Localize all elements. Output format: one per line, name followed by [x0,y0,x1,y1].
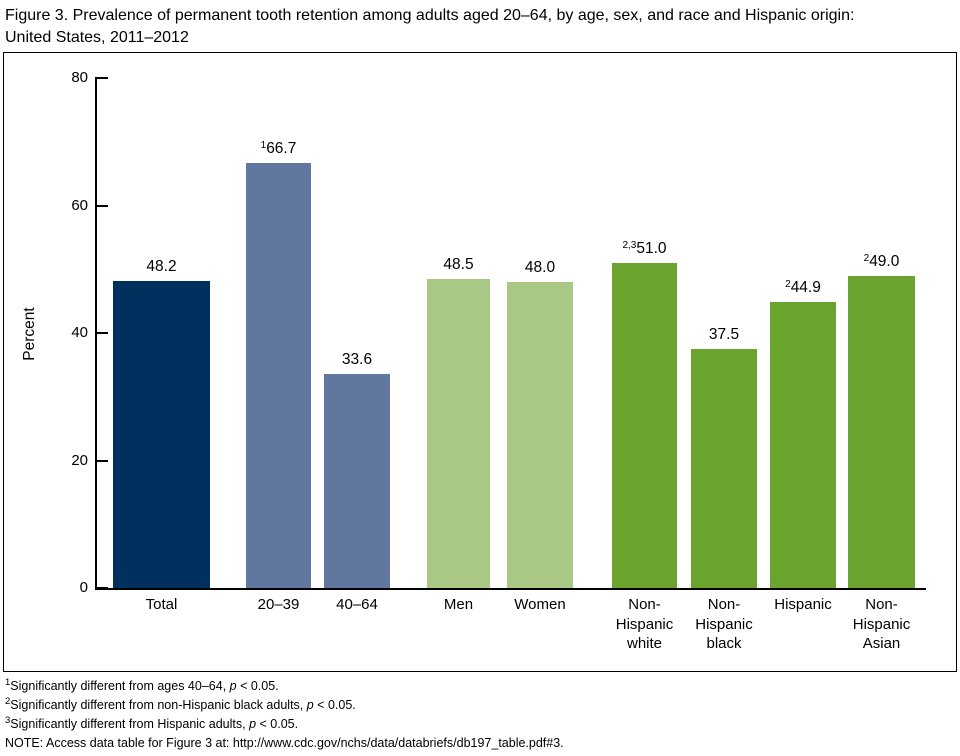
x-tick-label-hispanic: Hispanic [774,596,832,613]
footnote-line-3: 3Significantly different from Hispanic a… [5,713,955,732]
value-text: 44.9 [790,279,821,296]
value-label-total: 48.2 [107,256,217,278]
bar-non-hispanic-white [612,263,677,588]
value-superscript: 2 [863,253,870,264]
y-tick-label-20: 20 [71,451,88,469]
value-text: 33.6 [341,351,373,368]
y-tick-label-80: 80 [71,69,88,86]
x-tick-label-total: Total [145,596,178,613]
x-tick-label-non-hispanic-asian: Non- Hispanic Asian [852,596,911,652]
bar-women [507,282,573,588]
footnote-text: Significantly different from ages 40–64, [10,679,230,694]
value-text: 48.5 [443,256,474,273]
footnote-text: NOTE: Access data table for Figure 3 at:… [5,736,564,751]
value-label-hispanic: 244.9 [748,277,858,299]
x-tick-label-40-64: 40–64 [336,596,378,613]
footnote-tail: < 0.05. [236,679,279,694]
footnotes: 1Significantly different from ages 40–64… [5,675,955,756]
value-superscript: 2 [785,279,791,290]
bar-total [113,281,210,588]
y-tick-mark-80 [95,77,108,79]
x-tick-label-20-39: 20–39 [257,596,300,613]
footnote-p: p [306,698,314,713]
value-label-non-hispanic-black: 37.5 [669,324,779,346]
bar-non-hispanic-black [691,349,757,588]
value-label-40-64: 33.6 [302,349,412,371]
x-tick-label-non-hispanic-black: Non- Hispanic black [695,596,753,652]
value-text: 66.7 [266,140,297,157]
bar-non-hispanic-asian [848,276,915,588]
chart-frame: Percent 0 20 40 60 80 48.2 Total 166.7 20–39 33.6… [3,52,957,672]
value-text: 48.0 [524,259,556,276]
value-label-non-hispanic-asian: 249.0 [827,251,937,273]
figure-title: Figure 3. Prevalence of permanent tooth … [5,5,953,49]
x-tick-label-men: Men [443,596,474,613]
footnote-p: p [229,679,237,694]
y-tick-mark-60 [95,204,108,207]
footnote-line-source: SOURCE: CDC/NCHS, National Health and Nu… [5,752,955,756]
value-text: 49.0 [869,253,900,270]
plot-area: 0 20 40 60 80 48.2 Total 166.7 20–39 33.6 40–64 48.… [4,53,956,671]
value-text: 48.2 [146,258,177,275]
y-tick-mark-40 [95,332,108,334]
y-axis-line [95,78,97,590]
footnote-p: p [249,717,257,732]
y-tick-label-60: 60 [71,196,88,214]
figure-title-line1: Figure 3. Prevalence of permanent tooth … [5,7,855,24]
footnote-text: Significantly different from Hispanic ad… [10,717,250,732]
footnote-line-note: NOTE: Access data table for Figure 3 at:… [5,732,955,751]
value-superscript: 2,3 [622,240,637,251]
value-text: 51.0 [636,240,667,257]
bar-20-39 [246,163,311,588]
value-label-women: 48.0 [485,257,595,279]
x-tick-label-women: Women [514,596,566,613]
value-text: 37.5 [708,326,740,343]
footnote-superscript: 2 [5,696,11,708]
footnote-superscript: 1 [5,677,11,688]
y-tick-label-0: 0 [79,579,88,596]
y-tick-label-40: 40 [71,324,88,341]
footnote-superscript: 3 [5,715,11,727]
footnote-text: Significantly different from non-Hispani… [10,698,307,713]
x-axis-line [95,588,926,590]
value-label-20-39: 166.7 [224,138,334,160]
footnote-line-1: 1Significantly different from ages 40–64… [5,675,955,694]
bar-hispanic [770,302,836,588]
footnote-tail: < 0.05. [313,698,356,713]
value-label-non-hispanic-white: 2,351.0 [590,238,700,260]
footnote-line-2: 2Significantly different from non-Hispan… [5,694,955,713]
value-superscript: 1 [260,140,267,151]
value-label-men: 48.5 [404,254,514,276]
figure-title-line2: United States, 2011–2012 [5,29,189,46]
bar-men [427,279,490,588]
footnote-tail: < 0.05. [256,717,299,732]
y-tick-mark-20 [95,459,108,462]
x-tick-label-non-hispanic-white: Non- Hispanic white [615,596,674,652]
bar-40-64 [324,374,390,588]
y-tick-mark-0 [95,587,108,589]
